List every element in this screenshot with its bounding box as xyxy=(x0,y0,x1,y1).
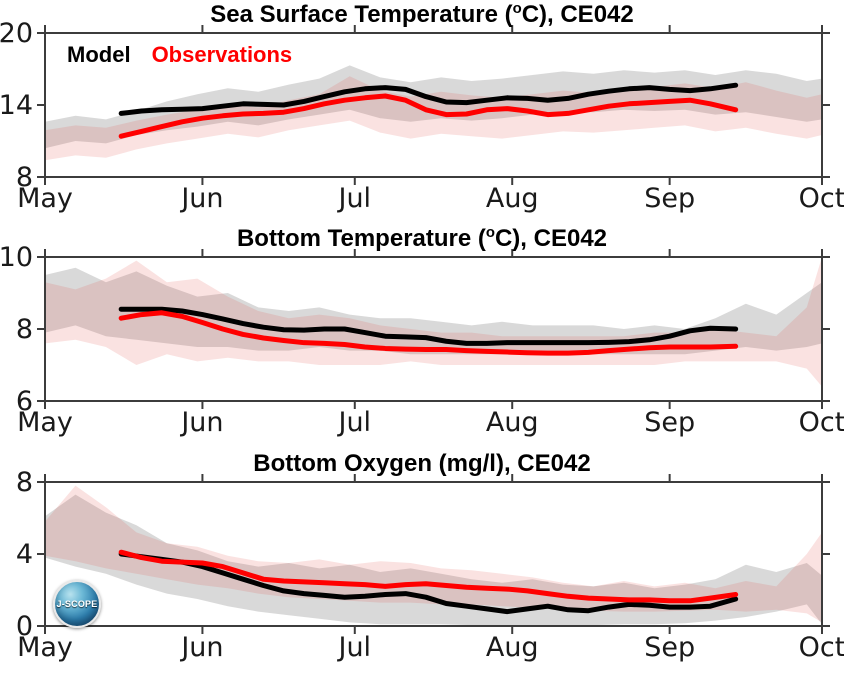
title-text: Bottom Oxygen (mg/l), CE042 xyxy=(253,450,591,477)
x-tick-label: Oct xyxy=(799,632,844,663)
bottom-oxygen-title: Bottom Oxygen (mg/l), CE042 xyxy=(0,450,844,478)
x-tick-label: Aug xyxy=(486,632,539,663)
y-tick-label: 8 xyxy=(16,162,33,193)
legend: Model Observations xyxy=(67,42,292,68)
model-line xyxy=(118,82,739,116)
x-tick-label: Aug xyxy=(486,183,539,214)
title-text-suffix: C), CE042 xyxy=(494,225,608,252)
panel-sea-surface-temperature: May Jun Jul Aug Sep Oct 8 14 20 Sea Surface Temp… xyxy=(0,0,844,224)
x-tick-label: Sep xyxy=(644,407,695,438)
x-tick-label: May xyxy=(17,183,73,214)
model-uncertainty-band xyxy=(45,494,822,626)
x-tick-label: Jun xyxy=(179,407,223,438)
x-tick-label: Oct xyxy=(799,407,844,438)
panel-bottom-oxygen: May Jun Jul Aug Sep Oct 0 4 8 Bottom Oxygen (mg/… xyxy=(0,449,844,673)
panel-bottom-temperature: May Jun Jul Aug Sep Oct 6 8 10 Bottom Temperatur… xyxy=(0,224,844,449)
x-tick-label: Jul xyxy=(336,183,371,214)
x-tick-label: Sep xyxy=(644,632,695,663)
degree-superscript: o xyxy=(485,225,495,241)
model-uncertainty-band xyxy=(45,65,822,149)
y-tick-label: 0 xyxy=(16,611,33,642)
observations-line xyxy=(118,310,739,356)
observations-line xyxy=(118,549,739,604)
legend-model-label: Model xyxy=(67,42,131,67)
observations-uncertainty-band xyxy=(45,257,822,387)
jscope-logo: J-SCOPE xyxy=(53,580,101,628)
bottom-temperature-title: Bottom Temperature (oC), CE042 xyxy=(0,225,844,253)
x-tick-label: Jun xyxy=(179,632,223,663)
jscope-logo-label: J-SCOPE xyxy=(56,599,98,609)
x-tick-label: Aug xyxy=(486,407,539,438)
x-tick-label: Oct xyxy=(799,183,844,214)
observations-uncertainty-band xyxy=(45,485,822,623)
x-tick-label: Jun xyxy=(179,183,223,214)
x-tick-label: Sep xyxy=(644,183,695,214)
sea-surface-temperature-chart: May Jun Jul Aug Sep Oct 8 14 20 xyxy=(0,18,844,214)
x-tick-label: May xyxy=(17,632,73,663)
degree-superscript: o xyxy=(512,1,522,17)
sea-surface-temperature-title: Sea Surface Temperature (oC), CE042 xyxy=(0,1,844,29)
model-line xyxy=(118,551,739,615)
title-text-suffix: C), CE042 xyxy=(521,1,634,28)
x-tick-label: Jul xyxy=(336,632,371,663)
y-tick-label: 6 xyxy=(16,386,33,417)
x-tick-label: May xyxy=(17,407,73,438)
observations-line xyxy=(118,93,739,139)
bottom-oxygen-chart: May Jun Jul Aug Sep Oct 0 4 8 xyxy=(16,467,844,663)
observations-uncertainty-band xyxy=(45,76,822,161)
y-tick-label: 10 xyxy=(0,242,33,273)
y-tick-label: 4 xyxy=(16,539,33,570)
y-tick-label: 8 xyxy=(16,314,33,345)
y-tick-label: 14 xyxy=(0,90,33,121)
y-tick-label: 20 xyxy=(0,18,33,49)
y-tick-label: 8 xyxy=(16,467,33,498)
x-tick-label: Jul xyxy=(336,407,371,438)
title-text: Sea Surface Temperature ( xyxy=(210,1,513,28)
bottom-temperature-chart: May Jun Jul Aug Sep Oct 6 8 10 xyxy=(0,242,844,438)
model-line xyxy=(118,306,739,346)
title-text: Bottom Temperature ( xyxy=(236,225,486,252)
legend-observations-label: Observations xyxy=(151,42,293,67)
